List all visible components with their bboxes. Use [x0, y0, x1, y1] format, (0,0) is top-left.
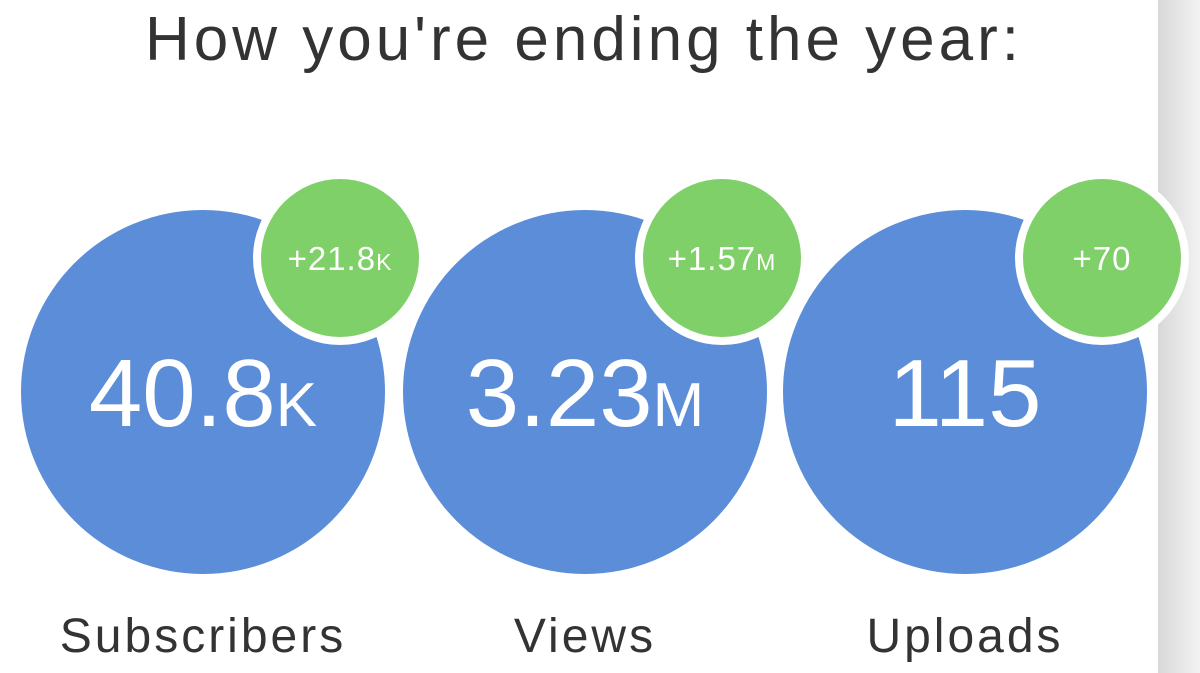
change-badge [643, 179, 801, 337]
stat-value: 3.23M [466, 340, 705, 447]
stat-change-suffix: M [756, 249, 776, 275]
stat-change: +70 [1073, 240, 1132, 277]
stat-value: 40.8K [89, 340, 317, 447]
stat-change: +21.8K [288, 240, 393, 277]
stat-value-suffix: M [653, 371, 705, 440]
title: How you're ending the year: [145, 5, 1023, 74]
stat-label: Subscribers [60, 610, 346, 663]
stat-change-number: +1.57 [668, 240, 757, 277]
stats-row: 40.8K+21.8KSubscribers3.23M+1.57MViews11… [21, 171, 1189, 663]
stat-value-number: 3.23 [466, 340, 653, 447]
stat-change-suffix: K [376, 249, 392, 275]
stat-label: Uploads [866, 610, 1063, 663]
stat-value-suffix: K [276, 371, 317, 440]
page-edge [1158, 0, 1200, 673]
stat-value: 115 [888, 340, 1041, 447]
stat-value-number: 115 [888, 340, 1041, 447]
change-badge [1023, 179, 1181, 337]
stat-change-number: +70 [1073, 240, 1132, 277]
stat-label: Views [514, 610, 656, 663]
stat-value-number: 40.8 [89, 340, 276, 447]
stat-change: +1.57M [668, 240, 777, 277]
stat-change-number: +21.8 [288, 240, 377, 277]
change-badge [261, 179, 419, 337]
